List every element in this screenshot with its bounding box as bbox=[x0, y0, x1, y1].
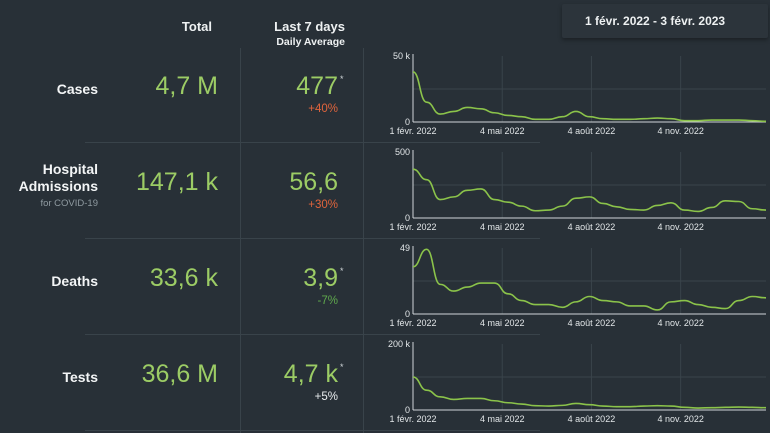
metric-label-box: Cases bbox=[0, 49, 98, 129]
x-tick-label: 4 nov. 2022 bbox=[657, 414, 703, 424]
series-line bbox=[412, 376, 767, 409]
divider bbox=[85, 334, 540, 335]
asterisk: * bbox=[340, 74, 344, 84]
divider bbox=[240, 48, 241, 433]
series-line bbox=[412, 168, 767, 213]
divider bbox=[85, 238, 540, 239]
chart-deaths: 1 févr. 2022 4 mai 2022 4 août 2022 4 nov. … bbox=[389, 243, 767, 328]
header-last-7-days: Last 7 days bbox=[274, 19, 345, 34]
chart-cases: 1 févr. 2022 4 mai 2022 4 août 2022 4 nov. … bbox=[389, 51, 767, 136]
divider bbox=[363, 48, 364, 433]
x-tick-label: 4 mai 2022 bbox=[480, 126, 525, 136]
metric-label: Hospital Admissions bbox=[18, 161, 98, 194]
metric-total: 147,1 k bbox=[135, 168, 218, 196]
metric-daily-average[interactable]: 477 bbox=[296, 72, 338, 100]
x-tick-label: 1 févr. 2022 bbox=[389, 222, 436, 232]
y-min-label: 0 bbox=[405, 309, 410, 319]
chart-hospital-admissions: 1 févr. 2022 4 mai 2022 4 août 2022 4 nov. … bbox=[389, 147, 767, 232]
y-min-label: 0 bbox=[405, 117, 410, 127]
metric-daily-average[interactable]: 56,6 bbox=[289, 168, 338, 196]
y-min-label: 0 bbox=[405, 213, 410, 223]
x-tick-label: 4 août 2022 bbox=[568, 126, 616, 136]
x-tick-label: 4 nov. 2022 bbox=[657, 318, 703, 328]
asterisk: * bbox=[340, 362, 344, 372]
metric-label-box: Hospital Admissions for COVID-19 bbox=[0, 145, 98, 225]
x-tick-label: 1 févr. 2022 bbox=[389, 318, 436, 328]
header-total: Total bbox=[181, 19, 212, 34]
x-tick-label: 4 mai 2022 bbox=[480, 318, 525, 328]
metric-total: 33,6 k bbox=[149, 264, 218, 292]
metric-change: +5% bbox=[314, 391, 338, 403]
x-tick-label: 1 févr. 2022 bbox=[389, 414, 436, 424]
metric-label-box: Deaths bbox=[0, 241, 98, 321]
x-tick-label: 4 nov. 2022 bbox=[657, 222, 703, 232]
metric-daily-average[interactable]: 4,7 k bbox=[283, 360, 338, 388]
x-tick-label: 4 mai 2022 bbox=[480, 414, 525, 424]
chart-tests: 1 févr. 2022 4 mai 2022 4 août 2022 4 nov. … bbox=[388, 339, 767, 424]
x-tick-label: 4 août 2022 bbox=[568, 222, 616, 232]
metric-label: Deaths bbox=[51, 272, 98, 289]
metric-total: 36,6 M bbox=[141, 360, 218, 388]
x-tick-label: 4 nov. 2022 bbox=[657, 126, 703, 136]
y-max-label: 50 k bbox=[393, 51, 411, 61]
x-tick-label: 4 août 2022 bbox=[568, 414, 616, 424]
date-range-picker[interactable]: 1 févr. 2022 - 3 févr. 2023 bbox=[562, 4, 768, 38]
metric-label-box: Tests bbox=[0, 337, 98, 417]
y-max-label: 200 k bbox=[388, 339, 411, 349]
metric-change: -7% bbox=[317, 295, 338, 307]
asterisk: * bbox=[340, 266, 344, 276]
series-line bbox=[412, 248, 767, 311]
x-tick-label: 1 févr. 2022 bbox=[389, 126, 436, 136]
header-daily-average: Daily Average bbox=[276, 36, 345, 48]
series-line bbox=[412, 71, 767, 123]
metric-note: for COVID-19 bbox=[40, 198, 98, 209]
y-max-label: 49 bbox=[400, 243, 410, 253]
x-tick-label: 4 août 2022 bbox=[568, 318, 616, 328]
divider bbox=[85, 430, 540, 431]
y-max-label: 500 bbox=[395, 147, 410, 157]
metric-total: 4,7 M bbox=[155, 72, 218, 100]
metric-change: +30% bbox=[308, 199, 338, 211]
metric-label: Tests bbox=[62, 368, 98, 385]
metric-daily-average[interactable]: 3,9 bbox=[303, 264, 338, 292]
metric-change: +40% bbox=[308, 103, 338, 115]
x-tick-label: 4 mai 2022 bbox=[480, 222, 525, 232]
y-min-label: 0 bbox=[405, 405, 410, 415]
metric-label: Cases bbox=[56, 80, 98, 97]
divider bbox=[85, 142, 540, 143]
